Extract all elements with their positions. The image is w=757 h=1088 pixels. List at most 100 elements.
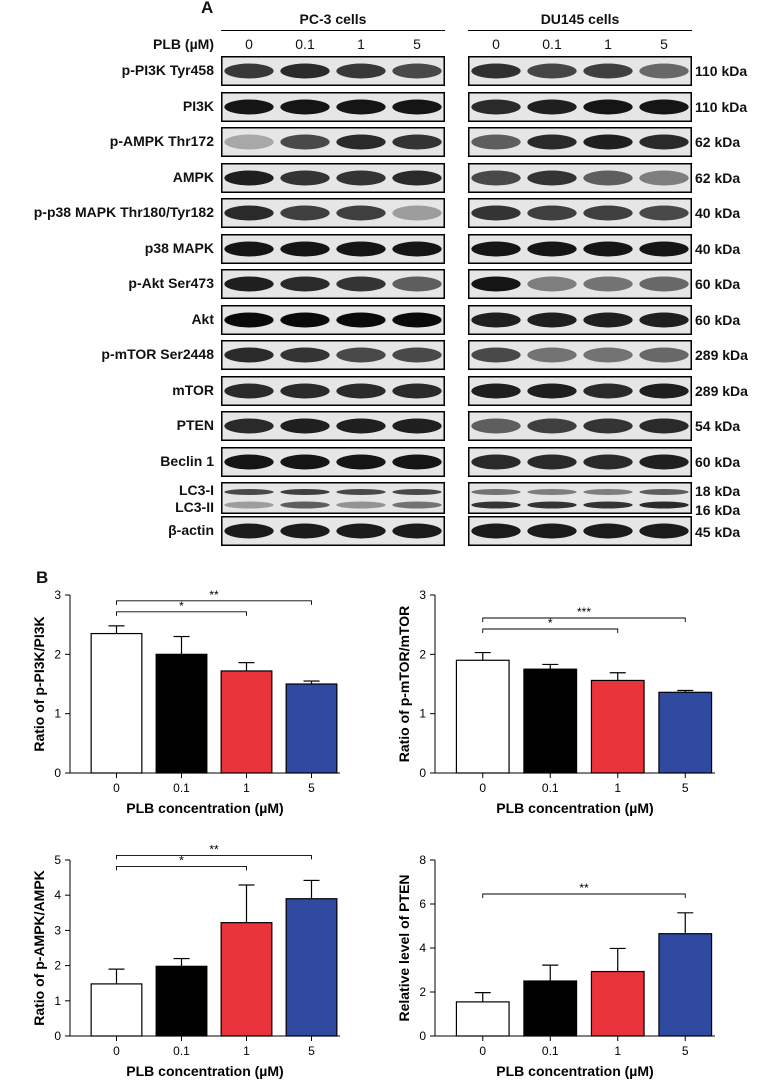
- blot-band: [336, 63, 386, 79]
- protein-label: p-p38 MAPK Thr180/Tyr182: [33, 204, 214, 220]
- x-tick-label: 1: [614, 781, 621, 795]
- blot-band: [392, 63, 442, 79]
- blot-band: [527, 489, 577, 495]
- bar: [220, 670, 273, 774]
- molecular-weight-label: 110 kDa: [695, 63, 748, 79]
- molecular-weight-label: 60 kDa: [695, 311, 741, 328]
- blot-strip-actin-du145: [468, 516, 692, 546]
- blot-strip-du145: [468, 304, 692, 335]
- blot-band: [583, 99, 633, 114]
- y-tick-label: 8: [419, 853, 426, 867]
- protein-label: p-mTOR Ser2448: [101, 346, 214, 362]
- y-tick-label: 6: [419, 897, 426, 911]
- blot-band: [471, 170, 521, 185]
- cell-line-underline-du145: [468, 30, 692, 31]
- blot-band: [527, 312, 577, 327]
- y-tick-label: 2: [54, 647, 61, 661]
- blot-band: [280, 347, 330, 363]
- blot-band: [224, 312, 274, 327]
- blot-band: [639, 276, 689, 292]
- blot-band: [527, 63, 577, 79]
- protein-label: mTOR: [172, 381, 214, 398]
- blot-strip-pc3: [221, 162, 445, 193]
- blot-band: [639, 523, 689, 539]
- blot-strip-pc3: [221, 304, 445, 335]
- y-tick-label: 0: [419, 766, 426, 780]
- blot-band: [639, 347, 689, 363]
- blot-band: [392, 134, 442, 150]
- blot-band: [527, 454, 577, 469]
- significance-bracket: [116, 854, 312, 860]
- blot-band: [392, 454, 442, 469]
- significance-label: **: [209, 588, 219, 602]
- significance-label: *: [179, 599, 184, 613]
- y-tick-label: 4: [419, 941, 426, 955]
- blot-band: [280, 205, 330, 221]
- blot-band: [639, 383, 689, 398]
- blot-band: [527, 170, 577, 185]
- y-axis-label: Ratio of p-mTOR/mTOR: [396, 606, 412, 763]
- blot-band: [280, 63, 330, 79]
- cell-line-title-du145: DU145 cells: [540, 11, 620, 27]
- bar: [90, 632, 143, 774]
- y-tick-label: 2: [54, 959, 61, 973]
- dose-label: 0: [245, 36, 253, 52]
- y-tick-label: 3: [54, 923, 61, 937]
- molecular-weight-label: 60 kDa: [695, 276, 741, 292]
- molecular-weight-label: 18 kDa: [695, 483, 741, 499]
- blot-band: [471, 241, 521, 256]
- blot-band: [336, 454, 386, 469]
- molecular-weight-label: 289 kDa: [695, 347, 748, 363]
- blot-strip-pc3: [221, 269, 445, 299]
- blot-strip-lc3-du145: [468, 482, 692, 514]
- blot-band: [224, 418, 274, 434]
- blot-band: [471, 501, 521, 509]
- x-axis-label: PLB concentration (µM): [496, 1063, 653, 1079]
- x-tick-label: 0: [479, 1044, 486, 1058]
- blot-band: [471, 312, 521, 327]
- protein-label: AMPK: [172, 168, 214, 185]
- y-tick-label: 3: [54, 588, 61, 602]
- blot-band: [224, 241, 274, 256]
- blot-band: [583, 63, 633, 79]
- blot-strip-du145: [468, 127, 692, 157]
- molecular-weight-label: 60 kDa: [695, 453, 741, 470]
- blot-band: [224, 134, 274, 150]
- blot-band: [336, 501, 386, 509]
- blot-band: [280, 170, 330, 185]
- x-tick-label: 0: [113, 1044, 120, 1058]
- x-axis-label: PLB concentration (µM): [496, 800, 653, 816]
- blot-strip-pc3: [221, 446, 445, 477]
- blot-band: [392, 241, 442, 256]
- blot-band: [583, 134, 633, 150]
- molecular-weight-label: 110 kDa: [695, 98, 748, 115]
- blot-band: [336, 170, 386, 185]
- blot-band: [583, 523, 633, 539]
- y-tick-label: 1: [54, 994, 61, 1008]
- blot-band: [336, 312, 386, 327]
- y-tick-label: 1: [419, 707, 426, 721]
- blot-frame: [468, 482, 692, 514]
- x-tick-label: 0.1: [173, 781, 190, 795]
- blot-band: [471, 418, 521, 434]
- blot-strip-pc3: [221, 411, 445, 441]
- blot-band: [471, 523, 521, 539]
- bar: [285, 683, 338, 774]
- molecular-weight-label: 40 kDa: [695, 205, 741, 221]
- blot-band: [280, 501, 330, 509]
- bar: [658, 933, 713, 1037]
- significance-label: *: [179, 853, 184, 867]
- y-axis-label: Ratio of p-PI3K/PI3K: [31, 616, 47, 751]
- protein-label: Akt: [191, 310, 214, 327]
- blot-strip-pc3: [221, 56, 445, 86]
- blot-band: [336, 205, 386, 221]
- blot-band: [583, 501, 633, 509]
- blot-band: [392, 418, 442, 434]
- blot-band: [527, 134, 577, 150]
- x-tick-label: 1: [243, 1044, 250, 1058]
- blot-band: [336, 99, 386, 114]
- blot-band: [471, 99, 521, 114]
- blot-band: [280, 418, 330, 434]
- blot-strip-du145: [468, 269, 692, 299]
- blot-band: [336, 383, 386, 398]
